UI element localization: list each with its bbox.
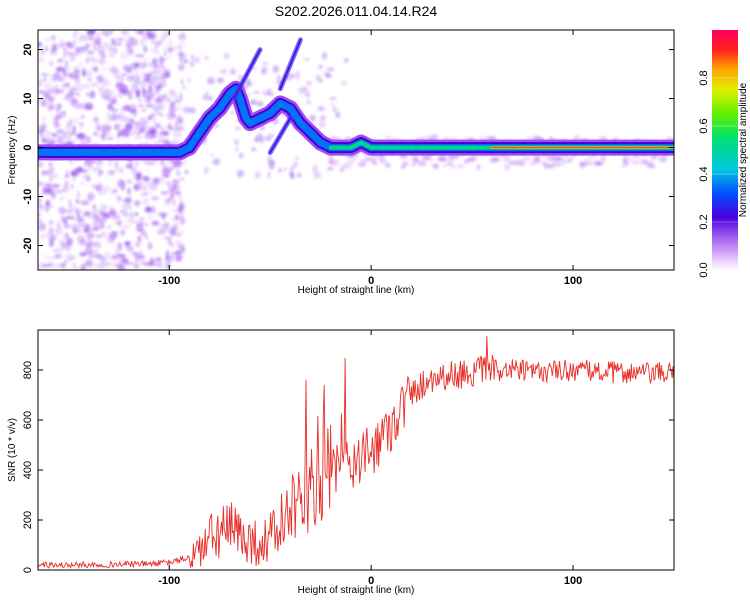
y-tick-600: 600	[22, 411, 674, 429]
colorbar-label: Normalized spectral amplitude	[738, 82, 749, 217]
svg-text:0: 0	[22, 567, 34, 573]
colorbar-tick-0.4: 0.4	[698, 166, 738, 182]
spectrogram-y-label: Frequency (Hz)	[7, 116, 18, 185]
y-tick-10: 10	[22, 92, 674, 105]
y-tick-0: 0	[22, 567, 674, 573]
svg-text:20: 20	[22, 43, 34, 55]
x-tick--100: -100	[158, 330, 180, 587]
spectrogram-ridge	[38, 37, 674, 161]
svg-text:0.4: 0.4	[698, 166, 710, 181]
y-tick-800: 800	[22, 361, 674, 379]
y-tick-0: 0	[22, 144, 674, 151]
svg-text:-100: -100	[158, 575, 180, 587]
snr-panel: -100 0 100 0 200 400 600 800 Height of straigh…	[7, 329, 675, 596]
y-tick-200: 200	[22, 511, 674, 529]
spectrogram-x-ticks: -100 0 100	[158, 30, 582, 287]
y-tick-20: 20	[22, 43, 674, 56]
colorbar-tick-0.0: 0.0	[698, 262, 738, 278]
svg-text:600: 600	[22, 411, 34, 429]
snr-frame	[37, 329, 675, 571]
svg-text:400: 400	[22, 461, 34, 479]
figure-title: S202.2026.011.04.14.R24	[275, 3, 438, 19]
spectrogram-x-label: Height of straight line (km)	[298, 285, 415, 296]
x-tick-100: 100	[564, 330, 582, 587]
svg-text:0.8: 0.8	[698, 70, 710, 85]
snr-background	[38, 330, 674, 570]
svg-text:10: 10	[22, 92, 34, 104]
svg-text:0.0: 0.0	[698, 262, 710, 277]
y-tick--10: -10	[22, 189, 674, 205]
svg-text:0.6: 0.6	[698, 118, 710, 133]
svg-text:0: 0	[368, 275, 374, 287]
svg-text:200: 200	[22, 511, 34, 529]
colorbar-gradient	[712, 30, 738, 270]
y-tick-400: 400	[22, 461, 674, 479]
svg-text:-10: -10	[22, 189, 34, 205]
colorbar-tick-0.8: 0.8	[698, 70, 738, 86]
svg-text:100: 100	[564, 275, 582, 287]
snr-series-line	[38, 336, 674, 570]
svg-text:0: 0	[368, 575, 374, 587]
y-tick--20: -20	[22, 238, 674, 254]
svg-text:-100: -100	[158, 275, 180, 287]
svg-text:0.2: 0.2	[698, 214, 710, 229]
colorbar-tick-0.2: 0.2	[698, 214, 738, 230]
snr-y-ticks: 0 200 400 600 800	[22, 361, 674, 573]
colorbar-tick-0.6: 0.6	[698, 118, 738, 134]
spectrogram-y-ticks: -20 -10 0 10 20	[22, 43, 674, 253]
colorbar: 0.0 0.2 0.4 0.6 0.8 Normalized spectral ampl…	[698, 30, 749, 278]
snr-x-ticks: -100 0 100	[158, 330, 582, 587]
svg-text:-20: -20	[22, 238, 34, 254]
svg-text:100: 100	[564, 575, 582, 587]
x-tick-0: 0	[368, 330, 374, 587]
snr-x-label: Height of straight line (km)	[298, 585, 415, 596]
x-tick-0: 0	[368, 30, 374, 287]
x-tick--100: -100	[158, 30, 180, 287]
svg-text:800: 800	[22, 361, 34, 379]
spectrogram-frame	[37, 29, 675, 271]
snr-y-label: SNR (10 * v/v)	[7, 418, 18, 482]
x-tick-100: 100	[564, 30, 582, 287]
colorbar-ticks: 0.0 0.2 0.4 0.6 0.8	[698, 70, 738, 278]
svg-text:0: 0	[22, 144, 34, 150]
